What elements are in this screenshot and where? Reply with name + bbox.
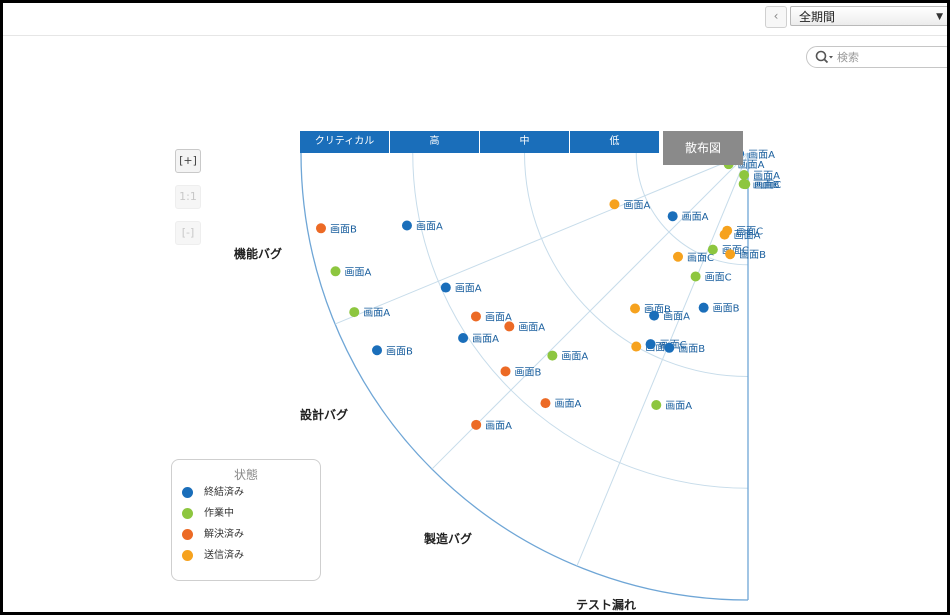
data-point-label: 画面A [663,312,690,323]
data-point [645,339,656,350]
data-point-label: 画面A [554,399,581,410]
data-point [651,400,662,411]
data-point-label: 画面A [345,267,372,278]
legend: 状態 終結済み 作業中 解決済み 送信済み [171,459,321,581]
data-point [547,350,558,361]
data-point-label: 画面B [753,180,780,191]
data-point-label: 画面A [485,421,512,432]
data-point-label: 画面A [753,171,780,182]
grid-spoke [576,152,749,567]
data-point [690,271,701,282]
data-point-label: 画面A [472,334,499,345]
top-toolbar: ‹ 全期間 ▼ [3,3,947,36]
data-point-label: 画面C [736,227,763,238]
data-point-label: 画面A [748,150,775,161]
data-point-label: 画面C [705,272,732,283]
legend-dot [182,487,193,498]
grid-spoke [431,152,749,470]
data-point-label: 画面B [386,346,413,357]
data-point-label: 画面A [645,343,672,354]
data-point-label: 画面A [734,231,761,242]
severity-header-high[interactable]: 高 [390,131,480,153]
period-select[interactable]: 全期間 ▼ [790,6,947,26]
category-label-functional: 機能バグ [234,247,283,261]
category-label-design: 設計バグ [300,408,349,422]
data-point [401,220,412,231]
scatter-chart: 画面B画面A画面A画面B画面A画面A画面A画面A画面A画面A画面B画面A画面A画… [300,148,781,601]
category-label-test-miss: テスト漏れ [576,598,637,612]
legend-dot [182,508,193,519]
search-input[interactable] [837,49,947,65]
data-point-label: 画面B [515,367,542,378]
zoom-reset-button[interactable]: 1:1 [175,185,201,209]
data-point-label: 画面A [518,322,545,333]
data-point-label: 画面B [330,224,357,235]
chevron-left-icon[interactable]: ‹ [765,6,787,28]
legend-label: 作業中 [204,508,234,519]
data-point [470,311,481,322]
data-point-label: 画面C [754,180,781,191]
chart-points: 画面B画面A画面A画面B画面A画面A画面A画面A画面A画面A画面B画面A画面A画… [315,148,781,432]
data-point [458,333,469,344]
data-point [631,341,642,352]
data-point-label: 画面B [739,250,766,261]
data-point [609,199,620,210]
legend-title: 状態 [233,468,258,482]
data-point [471,419,482,430]
legend-dot [182,550,193,561]
data-point [504,321,515,332]
data-point [664,342,675,353]
period-select-value: 全期間 [799,10,836,24]
data-point [315,223,326,234]
search-icon [815,50,833,64]
search-box[interactable] [806,46,947,68]
data-point [500,366,511,377]
data-point-label: 画面A [561,352,588,363]
data-point-label: 画面A [363,308,390,319]
data-point [719,229,730,240]
caret-down-icon: ▼ [936,12,943,22]
data-point-label: 画面C [687,253,714,264]
data-point [349,307,360,318]
chart-grid [300,152,749,601]
data-point [649,310,660,321]
data-point-label: 画面C [722,246,749,257]
data-point [740,179,751,190]
data-point-label: 画面A [738,160,765,171]
grid-spoke [334,152,749,325]
data-point-label: 画面A [665,401,692,412]
data-point [725,249,736,260]
data-point-label: 画面A [485,312,512,323]
zoom-in-button[interactable]: [+] [175,149,201,173]
data-point [372,345,383,356]
scatter-view-button[interactable]: 散布図 [663,131,743,165]
legend-label: 終結済み [204,487,244,498]
data-point [739,170,750,181]
data-point [667,211,678,222]
data-point [440,282,451,293]
legend-dot [182,529,193,540]
data-point-label: 画面B [713,304,740,315]
severity-header-critical[interactable]: クリティカル [300,131,390,153]
data-point [673,251,684,262]
data-point-label: 画面B [644,305,671,316]
data-point-label: 画面A [455,284,482,295]
data-point [630,303,641,314]
data-point-label: 画面A [682,212,709,223]
zoom-out-button[interactable]: [-] [175,221,201,245]
category-label-manufacturing: 製造バグ [424,532,473,546]
severity-header-low[interactable]: 低 [570,131,660,153]
data-point-label: 画面A [416,221,443,232]
data-point-label: 画面A [623,200,650,211]
data-point [540,398,551,409]
data-point [330,266,341,277]
severity-header-medium[interactable]: 中 [480,131,570,153]
data-point [707,244,718,255]
data-point-label: 画面B [678,344,705,355]
legend-label: 送信済み [204,550,244,561]
data-point [698,302,709,313]
legend-label: 解決済み [204,529,244,540]
